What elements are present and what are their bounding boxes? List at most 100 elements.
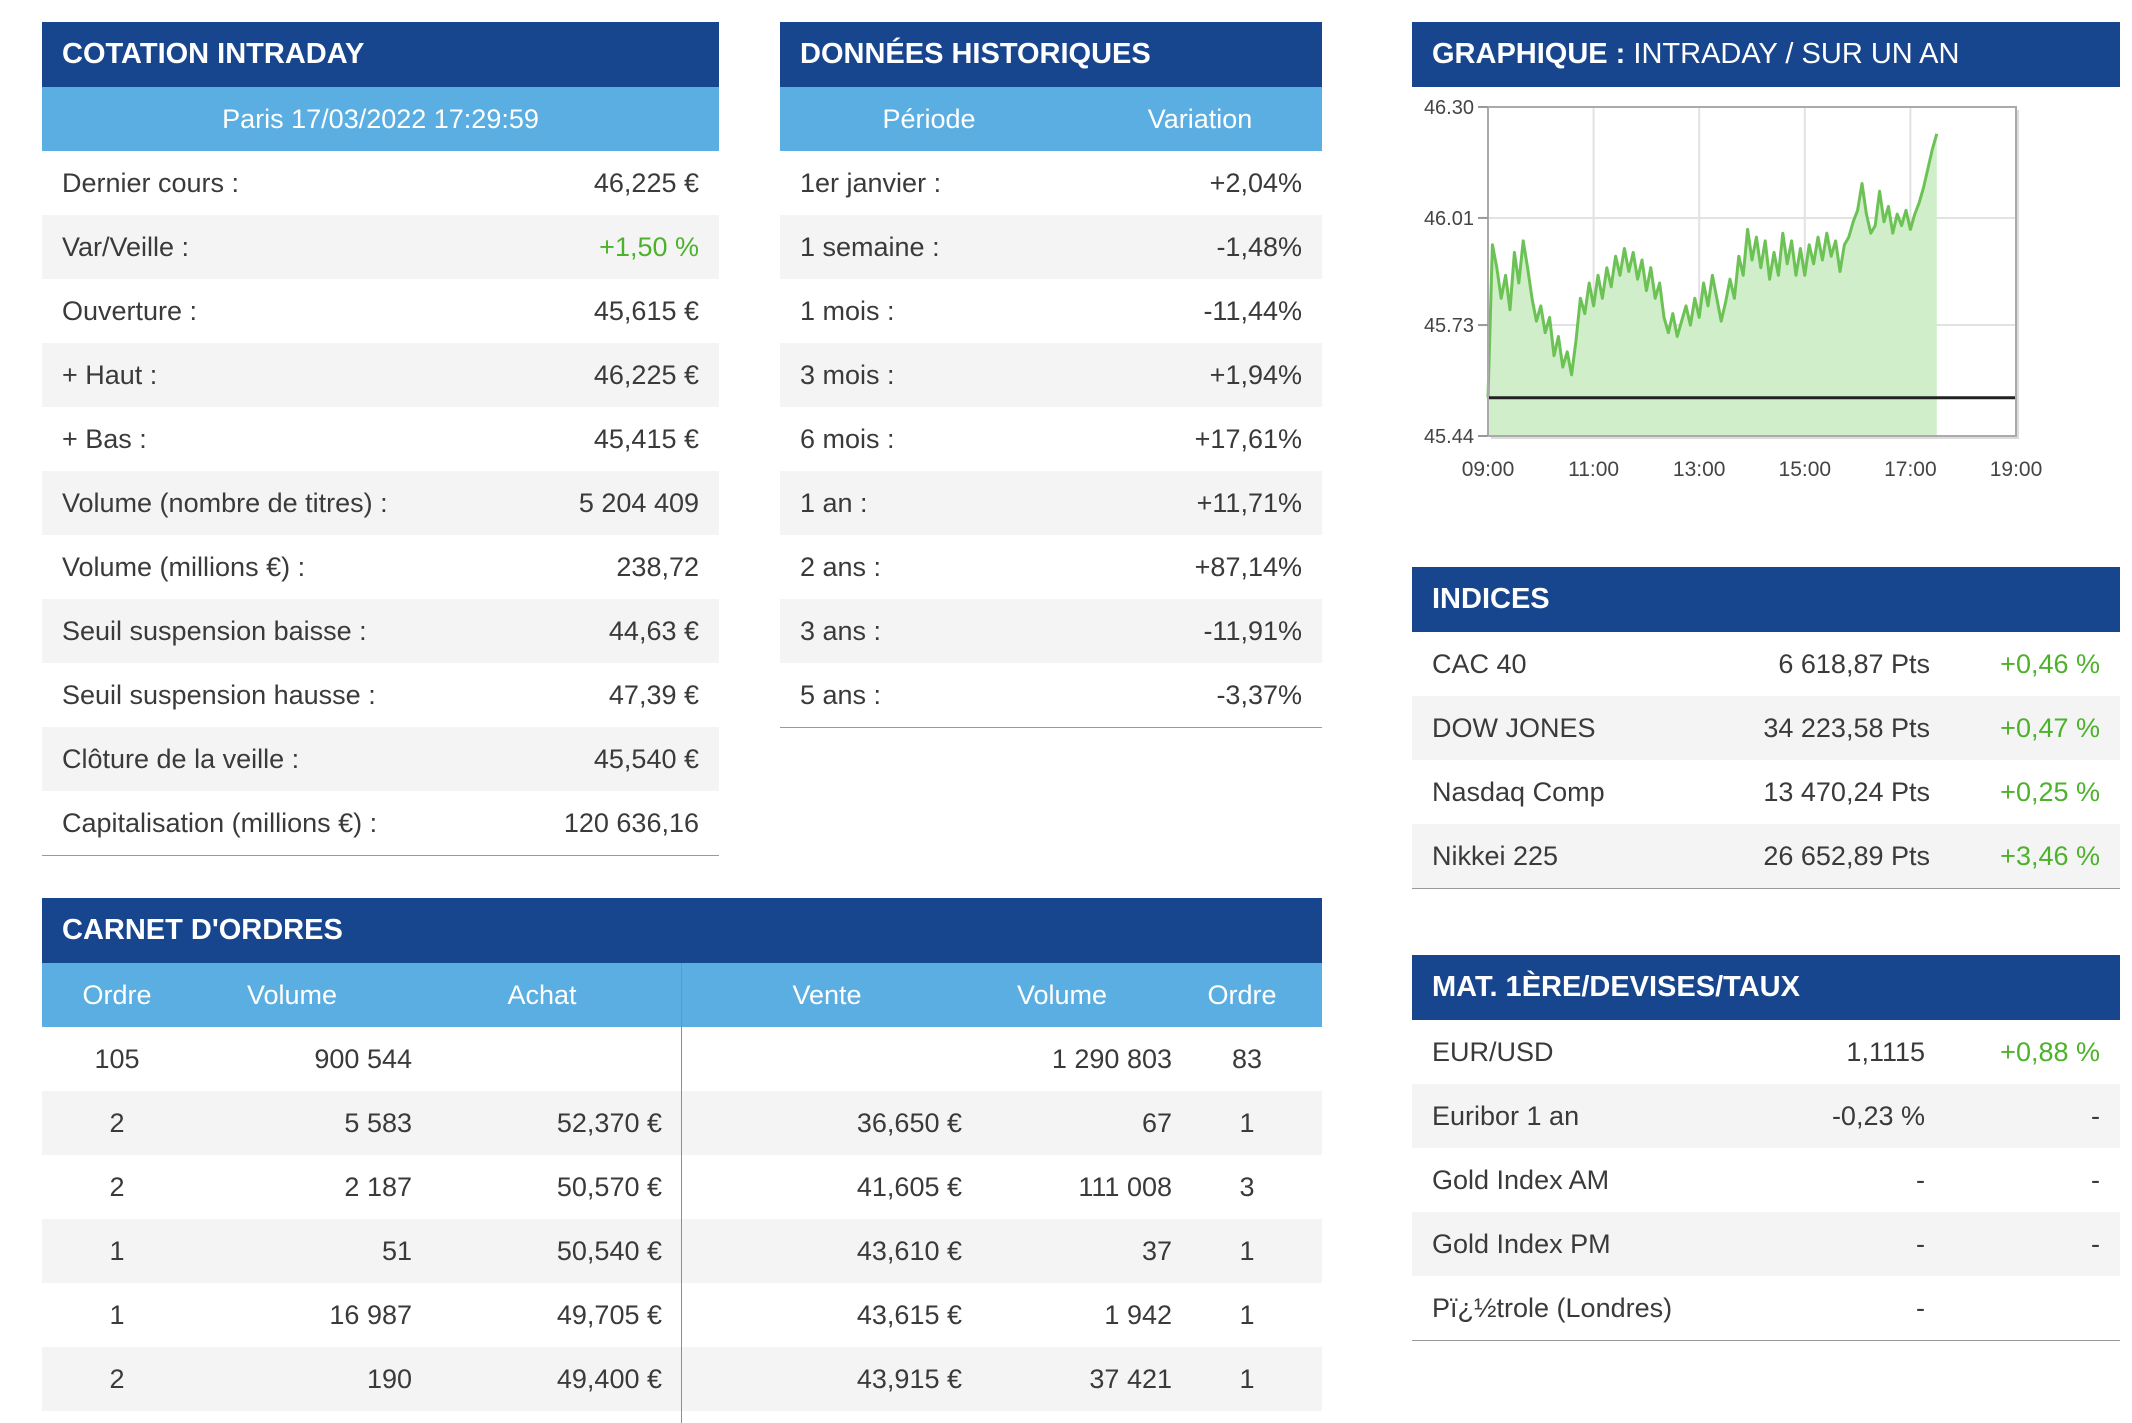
carnet-cell: 1 942: [1104, 1300, 1172, 1330]
carnet-cell: 36,650 €: [856, 1108, 962, 1138]
mat-name: Gold Index PM: [1432, 1229, 1611, 1259]
historique-label: 1 mois :: [800, 296, 895, 326]
indice-points: 13 470,24 Pts: [1763, 777, 1930, 807]
indice-points: 34 223,58 Pts: [1763, 713, 1930, 743]
cotation-row: Volume (millions €) : 238,72: [42, 535, 719, 599]
historique-row: 2 ans : +87,14%: [780, 535, 1322, 599]
carnet-cell: 1: [1239, 1364, 1255, 1394]
carnet-cell: 67: [1141, 1108, 1172, 1138]
mat-row[interactable]: Gold Index AM - -: [1412, 1148, 2120, 1212]
carnet-cell: [662, 1027, 962, 1091]
mat-row[interactable]: Euribor 1 an -0,23 % -: [1412, 1084, 2120, 1148]
mat-value: 1,1115: [1846, 1037, 1925, 1067]
carnet-cell: 900 544: [314, 1044, 412, 1074]
indices-panel: INDICES CAC 40 6 618,87 Pts +0,46 % DOW JO…: [1412, 567, 2120, 889]
graphique-period-links[interactable]: INTRADAY / SUR UN AN: [1633, 38, 1960, 70]
historique-row: 5 ans : -3,37%: [780, 663, 1322, 727]
indice-variation: +3,46 %: [2000, 841, 2100, 871]
carnet-row: 2 190 49,400 € 43,915 € 37 421 1: [42, 1347, 1322, 1411]
carnet-cell: 49,705 €: [556, 1300, 662, 1330]
carnet-cell: 1: [109, 1236, 125, 1266]
chart-price-line: [1486, 133, 1939, 398]
cotation-rows: Dernier cours : 46,225 € Var/Veille : +1,5…: [42, 151, 719, 856]
carnet-cell: 52,370 €: [556, 1108, 662, 1138]
carnet-row: 2 2 187 50,570 € 41,605 € 111 008 3: [42, 1155, 1322, 1219]
cotation-row: Dernier cours : 46,225 €: [42, 151, 719, 215]
historique-row: 6 mois : +17,61%: [780, 407, 1322, 471]
carnet-cell: 111 008: [1078, 1172, 1172, 1202]
mat-row[interactable]: Gold Index PM - -: [1412, 1212, 2120, 1276]
chart-y-tick-label: 46.01: [1424, 208, 1474, 230]
carnet-cell: 50,540 €: [556, 1236, 662, 1266]
indice-row[interactable]: Nikkei 225 26 652,89 Pts +3,46 %: [1412, 824, 2120, 888]
cotation-value: 45,415 €: [593, 424, 699, 454]
cotation-value: 5 204 409: [578, 488, 699, 518]
carnet-cell: 1: [1239, 1108, 1255, 1138]
indice-name: DOW JONES: [1432, 713, 1596, 743]
historique-row: 3 ans : -11,91%: [780, 599, 1322, 663]
chart-y-tick-label: 45.44: [1424, 426, 1474, 448]
mat-variation: -: [2091, 1101, 2100, 1131]
cotation-label: Seuil suspension baisse :: [62, 616, 367, 646]
indice-name: Nikkei 225: [1432, 841, 1559, 871]
mat-variation: [1925, 1276, 2120, 1340]
cotation-label: Var/Veille :: [62, 232, 190, 262]
cotation-row: Seuil suspension hausse : 47,39 €: [42, 663, 719, 727]
carnet-cell: 2 187: [344, 1172, 412, 1202]
carnet-cell: 50,570 €: [556, 1172, 662, 1202]
historique-label: 6 mois :: [800, 424, 895, 454]
carnet-cell: 51: [381, 1236, 412, 1266]
historique-row: 1 an : +11,71%: [780, 471, 1322, 535]
cotation-subtitle: Paris 17/03/2022 17:29:59: [42, 87, 719, 151]
historique-col-periode: Période: [882, 104, 976, 134]
carnet-col-volume-achat: Volume: [246, 980, 338, 1010]
historique-row: 1er janvier : +2,04%: [780, 151, 1322, 215]
graphique-title-label: GRAPHIQUE :: [1432, 38, 1626, 70]
carnet-cell: [412, 1027, 662, 1091]
indice-points: 6 618,87 Pts: [1778, 649, 1930, 679]
donnees-historiques-panel: DONNÉES HISTORIQUES Période Variation 1e…: [780, 22, 1322, 728]
intraday-chart: 46.30 46.01 45.73 45.44 09:00 11:00 13:00 15:00…: [1424, 97, 2042, 481]
indice-row[interactable]: DOW JONES 34 223,58 Pts +0,47 %: [1412, 696, 2120, 760]
carnet-cell: 1 290 803: [1051, 1044, 1172, 1074]
mat-row[interactable]: EUR/USD 1,1115 +0,88 %: [1412, 1020, 2120, 1084]
cotation-label: Capitalisation (millions €) :: [62, 808, 378, 838]
indice-row[interactable]: CAC 40 6 618,87 Pts +0,46 %: [1412, 632, 2120, 696]
chart-y-tick-label: 46.30: [1424, 97, 1474, 119]
graphique-title: GRAPHIQUE : INTRADAY / SUR UN AN: [1412, 22, 2120, 87]
cotation-value: 47,39 €: [608, 680, 699, 710]
indice-row[interactable]: Nasdaq Comp 13 470,24 Pts +0,25 %: [1412, 760, 2120, 824]
mat-title: MAT. 1ÈRE/DEVISES/TAUX: [1412, 955, 2120, 1020]
cotation-label: + Bas :: [62, 424, 147, 454]
historique-row: 1 mois : -11,44%: [780, 279, 1322, 343]
indice-variation: +0,25 %: [2000, 777, 2100, 807]
cotation-row: Capitalisation (millions €) : 120 636,16: [42, 791, 719, 855]
carnet-cell: 41,605 €: [856, 1172, 962, 1202]
chart-x-tick-label: 09:00: [1462, 458, 1515, 481]
indice-name: Nasdaq Comp: [1432, 777, 1605, 807]
carnet-col-ordre-achat: Ordre: [82, 980, 152, 1010]
cotation-label: Dernier cours :: [62, 168, 240, 198]
historique-label: 3 ans :: [800, 616, 882, 646]
carnet-cell: 1: [1239, 1236, 1255, 1266]
historique-value: -1,48%: [1216, 232, 1302, 262]
carnet-achat-vente-divider: [681, 963, 682, 1423]
graphique-panel: GRAPHIQUE : INTRADAY / SUR UN AN: [1412, 22, 2120, 87]
cotation-row: + Bas : 45,415 €: [42, 407, 719, 471]
carnet-cell: 37 421: [1089, 1364, 1172, 1394]
carnet-table: Ordre Volume Achat Vente Volume Ordre 10…: [42, 963, 1322, 1423]
cotation-row: Seuil suspension baisse : 44,63 €: [42, 599, 719, 663]
carnet-row: 2 5 583 52,370 € 36,650 € 67 1: [42, 1091, 1322, 1155]
cotation-label: Volume (millions €) :: [62, 552, 306, 582]
historique-value: -11,91%: [1203, 616, 1302, 646]
carnet-cell: 2: [109, 1108, 125, 1138]
carnet-cell: 16 987: [329, 1300, 412, 1330]
cotation-row: + Haut : 46,225 €: [42, 343, 719, 407]
mat-value: -: [1916, 1229, 1925, 1259]
carnet-cell: 49,400 €: [556, 1364, 662, 1394]
mat-row[interactable]: Pï¿½trole (Londres) -: [1412, 1276, 2120, 1340]
chart-plot-border: [1487, 106, 2017, 437]
mat-name: Pï¿½trole (Londres): [1432, 1293, 1673, 1323]
historique-title: DONNÉES HISTORIQUES: [780, 22, 1322, 87]
historique-label: 3 mois :: [800, 360, 895, 390]
